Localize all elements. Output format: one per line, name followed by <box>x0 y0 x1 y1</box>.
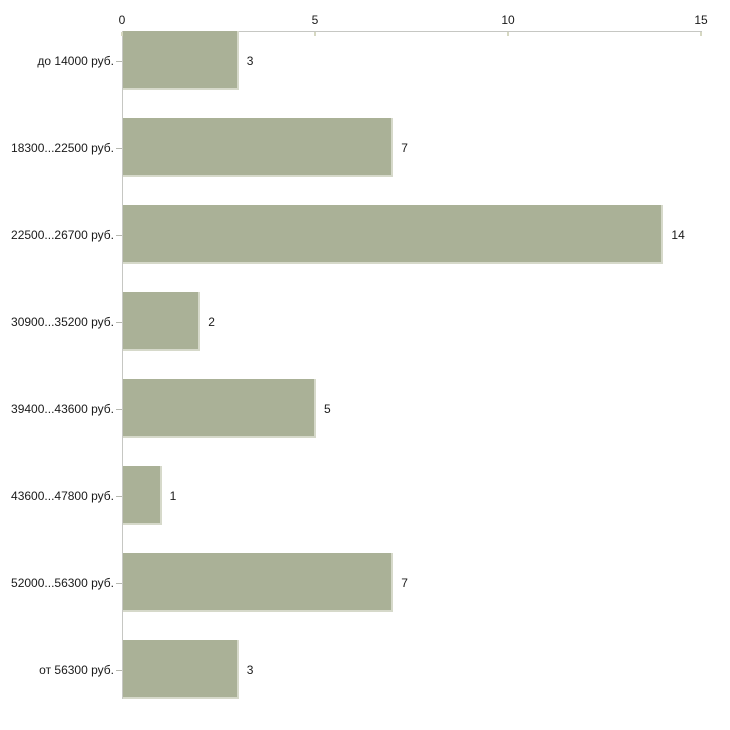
x-axis-line <box>122 31 702 32</box>
bar-value-label: 2 <box>208 314 215 329</box>
category-label: до 14000 руб. <box>37 53 114 68</box>
category-label: от 56300 руб. <box>39 662 114 677</box>
category-tick-mark <box>116 234 122 236</box>
bar <box>123 31 239 90</box>
x-axis-tick-mark <box>314 32 316 36</box>
category-label: 22500...26700 руб. <box>11 227 114 242</box>
category-tick-mark <box>116 582 122 584</box>
bar-value-label: 5 <box>324 401 331 416</box>
bar-value-label: 1 <box>169 488 177 503</box>
bar-value-label: 3 <box>246 662 254 677</box>
category-tick-mark <box>116 60 122 62</box>
category-label: 39400...43600 руб. <box>11 401 114 416</box>
category-label: 43600...47800 руб. <box>11 488 114 503</box>
bar <box>123 553 394 612</box>
x-axis-tick-mark <box>700 32 702 36</box>
y-axis-line <box>122 31 123 699</box>
category-tick-mark <box>116 669 122 671</box>
category-tick-mark <box>116 408 122 410</box>
category-label: 18300...22500 руб. <box>11 140 114 155</box>
bar <box>123 292 201 351</box>
category-label: 52000...56300 руб. <box>11 575 114 590</box>
bar <box>123 466 162 525</box>
x-axis-tick-label: 15 <box>694 13 708 27</box>
x-axis-tick-mark <box>507 32 509 36</box>
bar-value-label: 7 <box>401 140 408 155</box>
bar-value-label: 7 <box>401 575 408 590</box>
bar <box>123 640 239 699</box>
x-axis-tick-label: 0 <box>118 13 126 27</box>
x-axis-tick-label: 10 <box>501 13 515 27</box>
category-tick-mark <box>116 321 122 323</box>
category-label: 30900...35200 руб. <box>11 314 114 329</box>
category-tick-mark <box>116 495 122 497</box>
bar-value-label: 3 <box>246 53 254 68</box>
bar-value-label: 14 <box>671 227 685 242</box>
category-tick-mark <box>116 147 122 149</box>
bar <box>123 118 394 177</box>
bar <box>123 379 316 438</box>
x-axis-tick-mark <box>121 32 123 36</box>
x-axis-tick-label: 5 <box>311 13 319 27</box>
bar <box>123 205 664 264</box>
